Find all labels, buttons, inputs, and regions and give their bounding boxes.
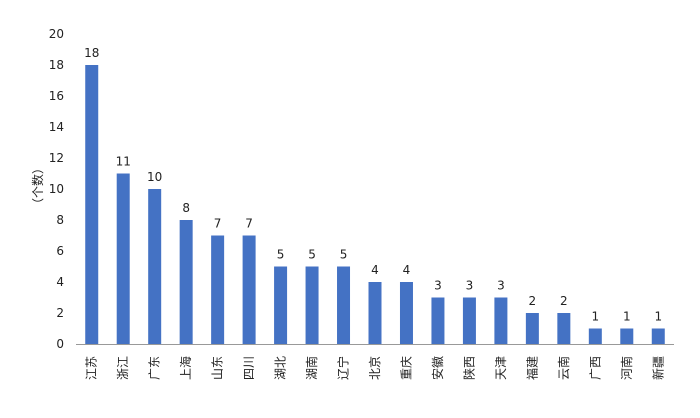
y-tick-label: 2 — [56, 306, 64, 320]
x-tick-label: 北京 — [368, 356, 382, 380]
y-tick-label: 12 — [49, 151, 64, 165]
bars — [85, 65, 665, 344]
y-tick-label: 16 — [49, 89, 64, 103]
x-tick-label: 浙江 — [116, 356, 130, 380]
data-label: 7 — [214, 217, 222, 231]
data-label: 8 — [182, 201, 190, 215]
bar — [494, 297, 508, 344]
bar — [620, 328, 634, 344]
x-tick-label: 山东 — [211, 356, 225, 380]
bar — [557, 313, 571, 344]
bar — [274, 266, 288, 344]
data-label: 4 — [371, 263, 379, 277]
y-tick-label: 14 — [49, 120, 64, 134]
y-tick-label: 8 — [56, 213, 64, 227]
data-label: 1 — [591, 310, 599, 324]
bar — [85, 65, 99, 344]
x-tick-label: 河南 — [619, 356, 634, 380]
x-tick-label: 云南 — [556, 356, 571, 380]
data-label: 7 — [245, 217, 253, 231]
bar — [431, 297, 445, 344]
data-label: 2 — [529, 294, 537, 308]
x-tick-label: 新疆 — [650, 356, 665, 380]
y-axis-ticks: 0 2 4 6 8 10 12 14 16 18 20 — [49, 27, 64, 351]
bar — [399, 282, 413, 344]
bar — [651, 328, 665, 344]
y-axis-label: （个数） — [30, 162, 45, 210]
x-tick-label: 陕西 — [461, 356, 476, 380]
y-tick-label: 18 — [49, 58, 64, 72]
x-tick-label: 上海 — [178, 356, 193, 380]
x-tick-label: 重庆 — [399, 356, 413, 380]
y-tick-label: 20 — [49, 27, 64, 41]
bar — [242, 235, 256, 344]
x-tick-label: 湖南 — [304, 356, 319, 380]
data-label: 11 — [116, 155, 131, 169]
x-axis-labels: 江苏 浙江 广东 上海 山东 四川 湖北 湖南 辽宁 北京 重庆 安徽 陕西 天津 福建 云南 广西 河南 新疆 — [85, 356, 666, 380]
x-tick-label: 江苏 — [85, 356, 99, 380]
bar — [116, 173, 130, 344]
bar — [211, 235, 225, 344]
bar — [148, 189, 162, 344]
data-label: 4 — [403, 263, 411, 277]
data-label: 1 — [623, 310, 631, 324]
x-tick-label: 辽宁 — [336, 356, 351, 380]
bar — [525, 313, 539, 344]
bar — [368, 282, 382, 344]
data-label: 5 — [308, 248, 316, 262]
bar — [179, 220, 193, 344]
x-tick-label: 四川 — [242, 356, 256, 380]
data-label: 3 — [434, 279, 442, 293]
x-tick-label: 广东 — [148, 356, 162, 380]
bar — [337, 266, 351, 344]
x-tick-label: 天津 — [494, 356, 508, 380]
y-tick-label: 4 — [56, 275, 64, 289]
bar — [462, 297, 476, 344]
data-label: 5 — [340, 248, 348, 262]
x-tick-label: 湖北 — [273, 356, 288, 380]
data-label: 10 — [147, 170, 162, 184]
data-label: 3 — [497, 279, 505, 293]
data-label: 5 — [277, 248, 285, 262]
data-label: 1 — [654, 310, 662, 324]
data-label: 18 — [84, 46, 99, 60]
bar — [588, 328, 602, 344]
y-tick-label: 0 — [56, 337, 64, 351]
x-tick-label: 安徽 — [430, 356, 445, 380]
x-tick-label: 福建 — [524, 356, 539, 380]
data-label: 3 — [466, 279, 474, 293]
y-tick-label: 10 — [49, 182, 64, 196]
data-label: 2 — [560, 294, 568, 308]
bar — [305, 266, 319, 344]
x-tick-label: 广西 — [588, 356, 602, 380]
y-tick-label: 6 — [56, 244, 64, 258]
